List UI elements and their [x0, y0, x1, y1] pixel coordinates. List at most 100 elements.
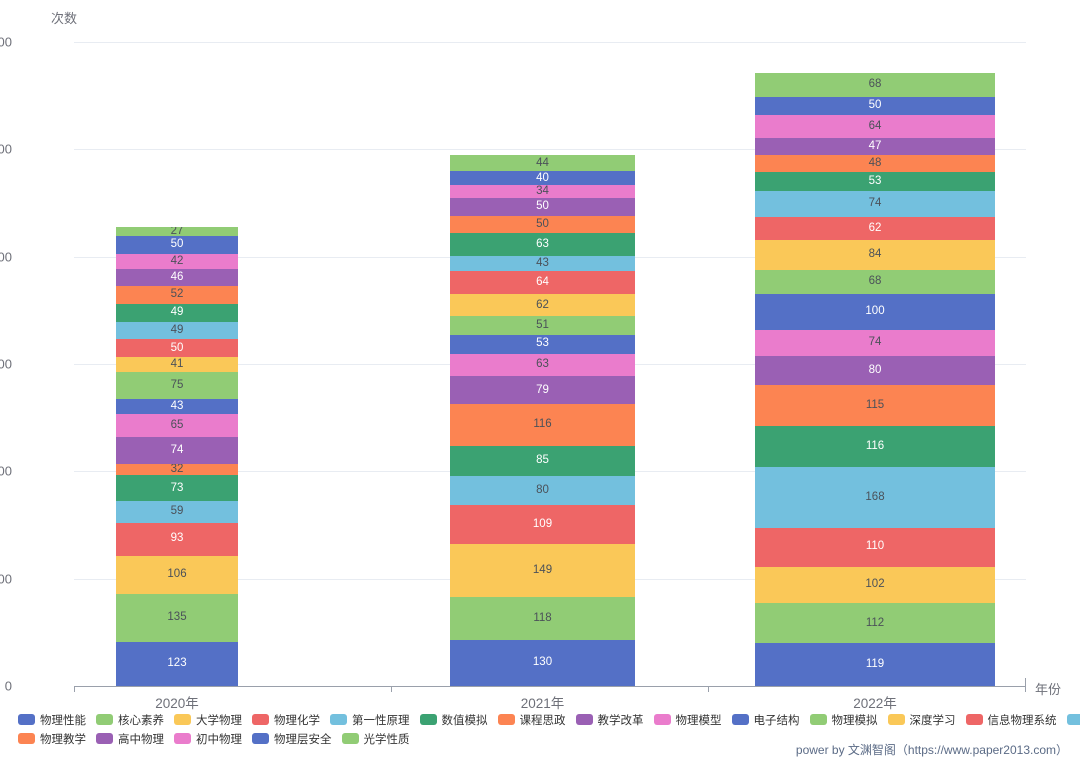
- legend-label: 电子结构: [753, 714, 800, 727]
- bar-segment[interactable]: 74: [116, 437, 238, 464]
- legend-label: 信息物理系统: [987, 714, 1057, 727]
- legend-item[interactable]: 物理教学: [18, 731, 86, 747]
- legend-item[interactable]: 核心素养: [96, 712, 164, 728]
- bar-segment[interactable]: 116: [755, 425, 995, 468]
- legend-swatch: [252, 714, 269, 725]
- legend-item[interactable]: 第一性原理: [330, 712, 410, 728]
- bar-segment[interactable]: 53: [450, 334, 635, 354]
- bar-segment[interactable]: 123: [116, 642, 238, 686]
- bar-segment[interactable]: 47: [755, 137, 995, 155]
- bar-segment-value-label: 32: [170, 463, 184, 475]
- legend-item[interactable]: 大学物理: [174, 712, 242, 728]
- legend-row: 物理性能 核心素养 大学物理 物理化学 第一性原理 数值模拟 课程思政 教学改革 物理模型 电子结…: [0, 710, 1080, 729]
- bar-segment[interactable]: 84: [755, 239, 995, 270]
- bar-segment[interactable]: 62: [450, 294, 635, 317]
- bar-segment[interactable]: 50: [755, 97, 995, 115]
- bar-segment[interactable]: 74: [755, 329, 995, 357]
- bar-segment[interactable]: 112: [755, 603, 995, 644]
- bar-segment[interactable]: 68: [755, 269, 995, 294]
- bar-segment[interactable]: 49: [116, 321, 238, 340]
- bar-segment[interactable]: 106: [116, 555, 238, 594]
- bar-segment[interactable]: 65: [116, 414, 238, 438]
- bar-segment[interactable]: 40: [450, 171, 635, 186]
- legend-item[interactable]: 光学性质: [341, 731, 410, 747]
- bar-segment[interactable]: 43: [450, 255, 635, 272]
- bar-segment-value-label: 50: [868, 99, 882, 112]
- bar-segment[interactable]: 53: [755, 171, 995, 191]
- bar-segment[interactable]: 79: [450, 376, 635, 405]
- legend-item[interactable]: 物理层安全: [252, 731, 332, 747]
- bar-segment[interactable]: 62: [755, 217, 995, 240]
- legend-label: 核心素养: [118, 714, 164, 727]
- bar-segment[interactable]: 100: [755, 293, 995, 330]
- bar-segment[interactable]: 73: [116, 475, 238, 502]
- bar-segment[interactable]: 168: [755, 467, 995, 528]
- bar-segment[interactable]: 50: [116, 236, 238, 255]
- legend-item[interactable]: 物理模拟: [809, 712, 878, 728]
- bar-segment[interactable]: 75: [116, 371, 238, 399]
- bar-segment[interactable]: 80: [755, 356, 995, 385]
- gridline: [74, 42, 1026, 43]
- y-axis-tick-label: 600: [0, 463, 12, 479]
- legend-item[interactable]: 信息物理系统: [965, 712, 1057, 728]
- bar-segment-value-label: 59: [170, 505, 184, 518]
- bar-segment-value-label: 40: [536, 171, 549, 184]
- bar-segment[interactable]: 130: [450, 639, 635, 686]
- bar-segment-value-label: 48: [868, 156, 882, 169]
- bar-segment[interactable]: 42: [116, 254, 238, 270]
- legend-item[interactable]: 物理化学: [252, 712, 320, 728]
- bar-segment[interactable]: 64: [450, 271, 635, 295]
- bar-segment[interactable]: 63: [450, 233, 635, 256]
- bar-segment-value-label: 49: [170, 306, 184, 319]
- legend-item[interactable]: 教学改革: [575, 712, 644, 728]
- legend-swatch: [252, 733, 269, 744]
- bar-segment[interactable]: 93: [116, 522, 238, 556]
- legend-item[interactable]: 电子结构: [731, 712, 800, 728]
- bar-segment[interactable]: 110: [755, 527, 995, 567]
- bar-segment[interactable]: 48: [755, 154, 995, 172]
- bar-segment[interactable]: 64: [755, 115, 995, 138]
- legend-item[interactable]: 太赫兹: [1066, 712, 1080, 728]
- bar-segment[interactable]: 115: [755, 384, 995, 426]
- legend-item[interactable]: 初中物理: [174, 731, 242, 747]
- bar-segment[interactable]: 116: [450, 404, 635, 446]
- legend-item[interactable]: 数值模拟: [419, 712, 488, 728]
- bar-segment[interactable]: 85: [450, 445, 635, 477]
- legend-label: 物理性能: [40, 714, 86, 727]
- legend-item[interactable]: 深度学习: [887, 712, 956, 728]
- bar-segment[interactable]: 74: [755, 190, 995, 218]
- legend-item[interactable]: 物理性能: [18, 712, 86, 728]
- bar-segment[interactable]: 80: [450, 476, 635, 505]
- bar-segment[interactable]: 119: [755, 643, 995, 686]
- bar-segment[interactable]: 118: [450, 597, 635, 640]
- bar-segment[interactable]: 63: [450, 353, 635, 377]
- bar-segment[interactable]: 109: [450, 504, 635, 544]
- bar-segment-value-label: 50: [170, 341, 184, 354]
- bar-segment[interactable]: 27: [116, 226, 238, 237]
- legend-swatch: [731, 714, 749, 725]
- bar-segment[interactable]: 44: [450, 155, 635, 172]
- bar-segment[interactable]: 34: [450, 185, 635, 198]
- bar-segment[interactable]: 46: [116, 269, 238, 286]
- legend-item[interactable]: 课程思政: [497, 712, 566, 728]
- bar-segment[interactable]: 32: [116, 463, 238, 476]
- bar-segment[interactable]: 102: [755, 566, 995, 604]
- bar-segment[interactable]: 50: [116, 339, 238, 358]
- bar-segment[interactable]: 149: [450, 543, 635, 598]
- bar-segment[interactable]: 43: [116, 398, 238, 415]
- legend-item[interactable]: 高中物理: [96, 731, 164, 747]
- bar-segment[interactable]: 50: [450, 215, 635, 234]
- bar-segment[interactable]: 49: [116, 304, 238, 322]
- bar-segment[interactable]: 135: [116, 593, 238, 642]
- bar-stack: 123 135 106 93 59 73 32 74 65 43 75 41 50 49 49 52 46 42 5…: [116, 42, 238, 686]
- bar-segment-value-label: 50: [536, 217, 549, 230]
- bar-segment[interactable]: 50: [450, 197, 635, 216]
- bar-segment[interactable]: 59: [116, 501, 238, 523]
- bar-segment[interactable]: 68: [755, 72, 995, 98]
- legend-item[interactable]: 物理模型: [653, 712, 722, 728]
- legend-label: 第一性原理: [352, 714, 410, 727]
- bar-segment[interactable]: 52: [116, 285, 238, 305]
- bar-segment[interactable]: 51: [450, 316, 635, 335]
- bar-segment[interactable]: 41: [116, 357, 238, 372]
